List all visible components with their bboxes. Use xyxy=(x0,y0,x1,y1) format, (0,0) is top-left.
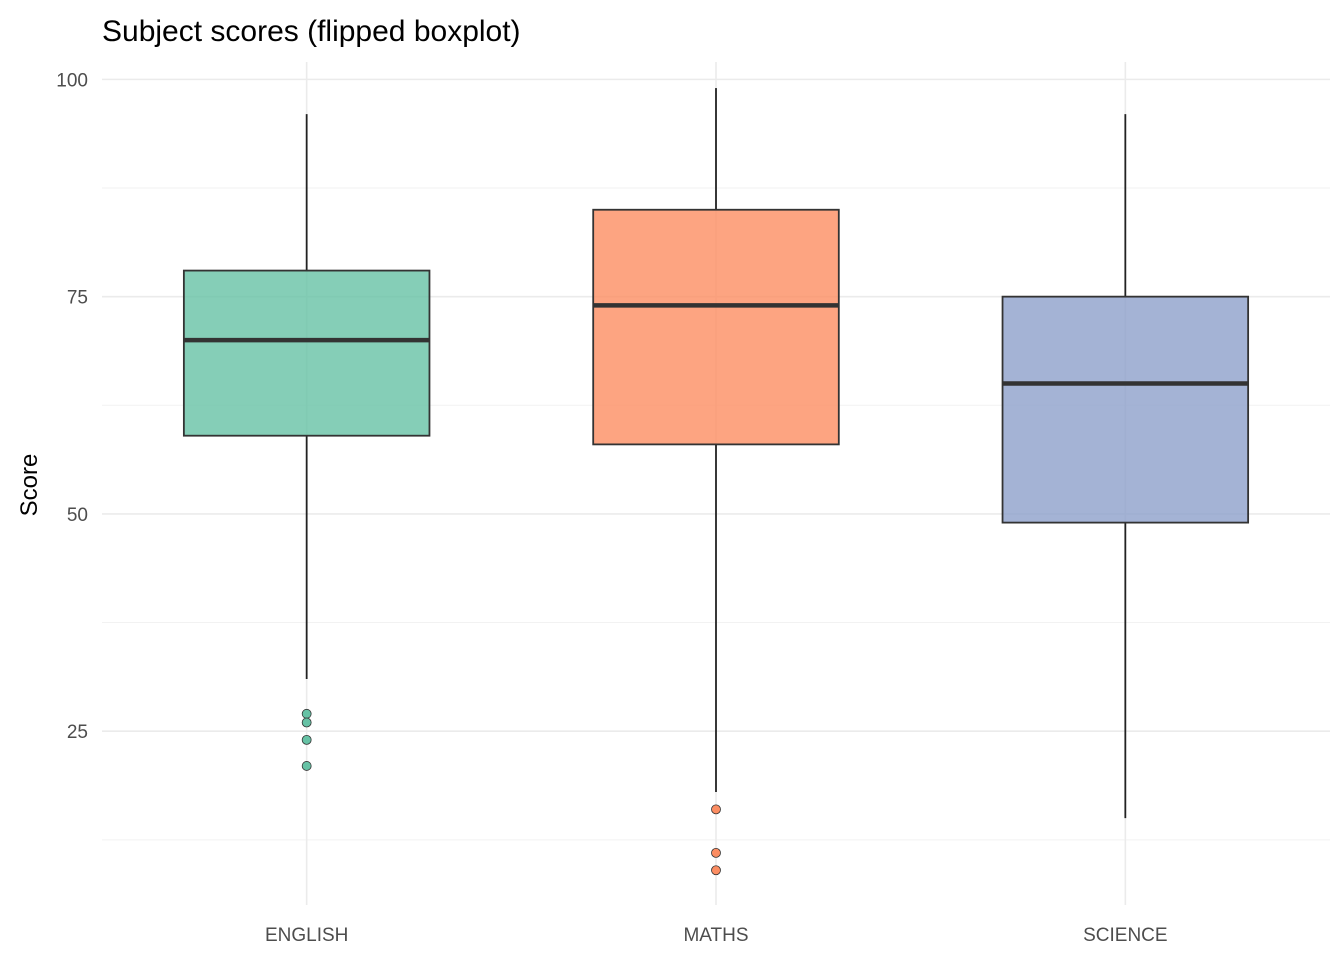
box-body xyxy=(592,208,840,446)
outlier-point xyxy=(711,847,721,858)
x-tick-label: SCIENCE xyxy=(1083,925,1167,946)
box-body xyxy=(182,269,431,437)
y-axis-title: Score xyxy=(16,454,43,517)
outlier-point xyxy=(301,717,312,728)
outlier-point xyxy=(711,865,721,876)
y-tick-label: 100 xyxy=(56,70,88,91)
box-body xyxy=(1001,295,1250,524)
x-tick-label: MATHS xyxy=(683,925,748,946)
box-group-english xyxy=(182,114,431,771)
x-tick-label: ENGLISH xyxy=(265,925,348,946)
outlier-point xyxy=(711,804,721,815)
outlier-point xyxy=(301,708,312,719)
tick-layer: 25 50 75 100 ENGLISH MATHS SCIENCE xyxy=(56,70,1167,946)
y-tick-label: 25 xyxy=(67,722,88,743)
outlier-point xyxy=(301,761,312,771)
y-tick-label: 75 xyxy=(67,288,88,309)
outlier-point xyxy=(301,734,312,745)
box-group-science xyxy=(1001,114,1250,819)
y-tick-label: 50 xyxy=(67,505,88,526)
box-layer xyxy=(182,88,1250,876)
box-group-maths xyxy=(592,88,840,876)
chart-title: Subject scores (flipped boxplot) xyxy=(102,15,521,48)
